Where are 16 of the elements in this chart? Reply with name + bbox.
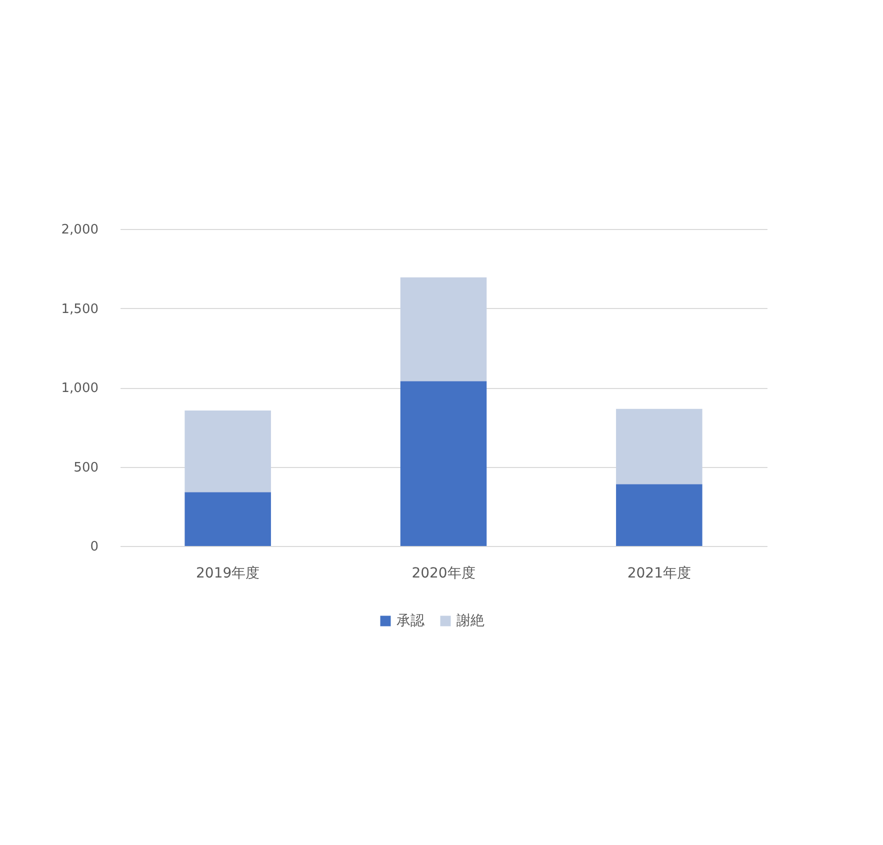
y-tick-label: 2,000 (61, 222, 98, 238)
y-tick-label: 1,000 (61, 381, 98, 396)
y-tick-label: 1,500 (61, 302, 98, 317)
x-tick-label: 2020年度 (412, 566, 476, 582)
bar (616, 408, 702, 484)
bar (184, 492, 271, 546)
y-tick-label: 0 (90, 540, 98, 554)
x-tick-label: 2019年度 (196, 566, 260, 582)
y-tick-label: 500 (74, 460, 98, 476)
x-tick-label: 2021年度 (627, 566, 691, 582)
legend-label: 承認 (396, 613, 424, 629)
bar (400, 277, 487, 382)
bar (616, 484, 702, 546)
bar (400, 381, 487, 546)
bar (184, 410, 271, 492)
legend-label: 謝絶 (456, 613, 484, 629)
